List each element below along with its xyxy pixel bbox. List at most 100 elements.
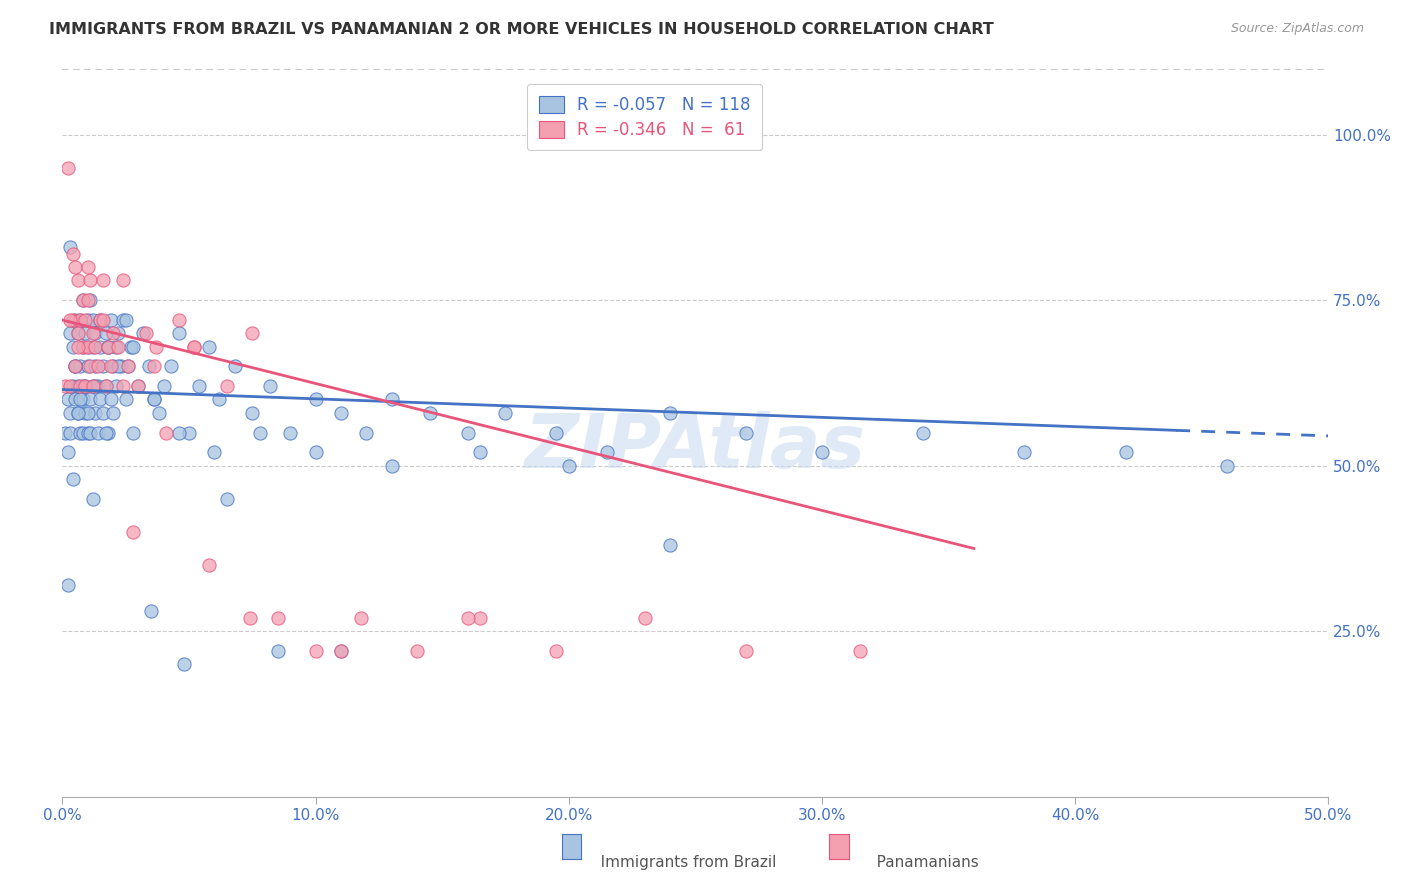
Point: [59, 240, 82, 254]
Point: [811, 445, 834, 459]
Point: [329, 406, 352, 420]
Point: [69, 425, 91, 440]
Point: [457, 611, 479, 625]
Point: [240, 406, 263, 420]
Point: [63, 260, 86, 274]
Point: [120, 340, 142, 354]
Point: [84, 406, 107, 420]
Point: [215, 491, 238, 506]
Point: [101, 406, 124, 420]
Point: [249, 425, 271, 440]
Point: [91, 313, 114, 327]
Point: [75, 379, 97, 393]
Point: [94, 379, 117, 393]
Point: [160, 359, 183, 374]
Point: [202, 445, 225, 459]
Point: [79, 392, 101, 407]
Point: [100, 313, 122, 327]
Point: [72, 293, 94, 308]
Point: [167, 313, 190, 327]
Point: [66, 340, 89, 354]
Point: [94, 326, 117, 341]
Point: [912, 425, 935, 440]
Point: [75, 326, 97, 341]
Point: [62, 472, 84, 486]
Point: [266, 611, 288, 625]
Point: [148, 406, 170, 420]
Point: [69, 359, 91, 374]
Point: [62, 247, 84, 261]
Point: [82, 340, 104, 354]
Point: [122, 524, 145, 539]
Point: [380, 392, 402, 407]
Point: [69, 379, 91, 393]
Point: [84, 326, 107, 341]
Point: [76, 340, 98, 354]
Point: [596, 445, 619, 459]
Point: [84, 340, 107, 354]
Text: Source: ZipAtlas.com: Source: ZipAtlas.com: [1230, 22, 1364, 36]
Point: [59, 379, 82, 393]
Point: [97, 340, 120, 354]
Point: [138, 359, 160, 374]
Point: [470, 445, 492, 459]
Point: [104, 379, 127, 393]
Point: [56, 161, 79, 175]
Point: [66, 326, 89, 341]
Point: [72, 392, 94, 407]
Point: [63, 359, 86, 374]
Point: [79, 293, 101, 308]
Point: [1216, 458, 1239, 473]
Point: [82, 313, 104, 327]
Point: [76, 425, 98, 440]
Point: [127, 379, 149, 393]
Point: [72, 293, 94, 308]
Point: [66, 406, 89, 420]
Point: [152, 379, 174, 393]
Point: [62, 379, 84, 393]
Point: [208, 392, 231, 407]
Point: [87, 379, 110, 393]
Point: [142, 359, 165, 374]
Point: [142, 392, 165, 407]
Point: [380, 458, 402, 473]
Point: [198, 340, 221, 354]
Text: Immigrants from Brazil: Immigrants from Brazil: [586, 855, 776, 870]
Point: [91, 273, 114, 287]
Point: [112, 379, 135, 393]
Point: [101, 326, 124, 341]
Point: [66, 379, 89, 393]
Point: [634, 611, 657, 625]
Point: [59, 326, 82, 341]
Point: [107, 340, 129, 354]
Point: [239, 611, 262, 625]
Point: [89, 392, 111, 407]
Point: [122, 425, 145, 440]
Point: [110, 359, 132, 374]
Point: [304, 445, 326, 459]
Point: [59, 313, 82, 327]
Point: [94, 379, 117, 393]
Point: [127, 379, 149, 393]
Point: [418, 406, 440, 420]
Point: [76, 260, 98, 274]
Point: [76, 340, 98, 354]
Point: [91, 359, 114, 374]
Point: [135, 326, 157, 341]
Point: [84, 359, 107, 374]
Point: [173, 657, 195, 672]
Point: [72, 379, 94, 393]
Text: Panamanians: Panamanians: [862, 855, 979, 870]
Point: [79, 273, 101, 287]
Point: [495, 406, 517, 420]
Point: [329, 644, 352, 658]
Point: [66, 273, 89, 287]
Point: [112, 313, 135, 327]
Point: [53, 379, 76, 393]
Point: [304, 644, 326, 658]
Point: [112, 273, 135, 287]
Point: [546, 425, 568, 440]
Point: [56, 578, 79, 592]
Point: [63, 359, 86, 374]
Point: [659, 538, 682, 552]
